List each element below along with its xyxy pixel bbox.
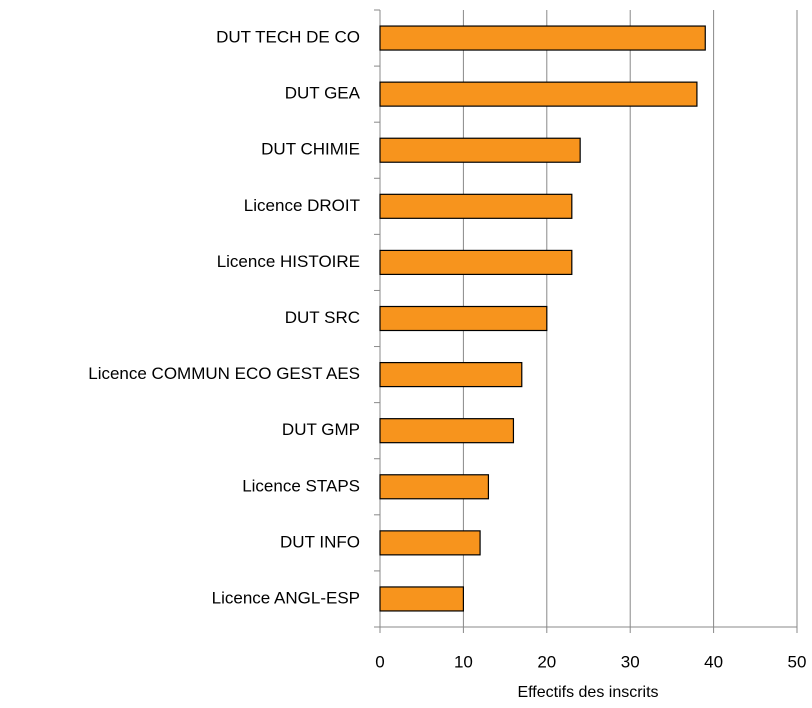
bar [379,25,706,51]
y-tick-label: DUT SRC [285,308,360,327]
bar [379,586,465,612]
x-tick-label: 10 [454,652,473,671]
bar [379,305,548,332]
y-tick-label: Licence ANGL-ESP [212,588,360,607]
bar [379,474,490,500]
bar [379,418,515,444]
bar [379,530,481,556]
bar [379,137,581,163]
x-tick-label: 40 [704,652,723,671]
bar [379,249,573,276]
y-tick-label: Licence HISTOIRE [217,252,360,271]
x-tick-label: 50 [788,652,807,671]
x-tick-label: 30 [621,652,640,671]
y-tick-label: DUT GEA [285,84,361,103]
y-tick-label: Licence COMMUN ECO GEST AES [88,364,360,383]
x-tick-label: 0 [375,652,384,671]
y-tick-label: DUT TECH DE CO [216,28,360,47]
y-tick-label: Licence DROIT [244,196,360,215]
y-tick-label: DUT GMP [282,420,360,439]
y-tick-label: Licence STAPS [242,476,360,495]
bar [379,193,573,219]
bar [379,361,523,388]
y-tick-label: DUT CHIMIE [261,140,360,159]
x-axis-label: Effectifs des inscrits [517,684,658,701]
y-tick-label: DUT INFO [280,532,360,551]
bar [379,81,698,107]
x-tick-label: 20 [537,652,556,671]
